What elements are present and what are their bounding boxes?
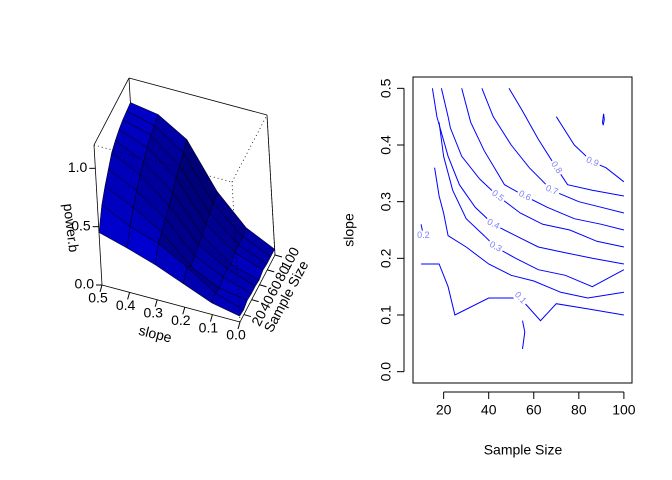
box-edge — [266, 114, 276, 256]
slope-tick-label: 0.3 — [143, 305, 163, 321]
y-tick-label: 0.4 — [378, 135, 394, 155]
contour-line — [431, 88, 624, 265]
surface-facet — [211, 292, 244, 317]
power-tick-label: 0.0 — [75, 276, 95, 292]
box-edge — [239, 254, 276, 323]
sample-size-tick — [251, 299, 259, 303]
slope-tick — [237, 321, 241, 330]
y-axis-title: slope — [341, 213, 357, 247]
box-edge — [128, 77, 268, 116]
slope-tick — [209, 314, 213, 322]
x-axis-title: Sample Size — [484, 442, 563, 458]
x-tick-label: 80 — [571, 402, 587, 418]
plot-box — [412, 76, 633, 384]
y-tick-label: 0.0 — [378, 362, 394, 382]
x-tick-label: 60 — [526, 402, 542, 418]
contour-label-gap — [511, 288, 530, 308]
y-tick-label: 0.2 — [378, 248, 394, 268]
contour-label-gap — [547, 158, 565, 178]
sample-size-tick — [259, 284, 267, 288]
contour-label-gap — [488, 187, 508, 205]
y-tick-label: 0.1 — [378, 305, 394, 325]
x-tick-label: 100 — [612, 402, 636, 418]
box-edge — [93, 77, 130, 146]
slope-tick-label: 0.1 — [199, 319, 219, 335]
sample-size-tick-label: 40 — [256, 292, 278, 313]
slope-tick — [154, 299, 158, 307]
sample-size-tick — [274, 254, 283, 258]
contour-label-gap — [483, 216, 503, 233]
contour-label: 0.2 — [417, 230, 430, 240]
box-edge — [101, 284, 241, 323]
contour-label-gap — [515, 187, 535, 205]
sample-size-tick-label: 20 — [248, 307, 270, 328]
contour-label-gap — [415, 230, 432, 241]
slope-tick-label: 0.4 — [116, 297, 136, 313]
contour-line — [438, 122, 625, 288]
sample-size-tick — [267, 269, 275, 273]
slope-tick — [127, 292, 131, 300]
box-edge — [231, 181, 241, 323]
contour-label-gap — [583, 154, 602, 170]
x-tick-label: 40 — [481, 402, 497, 418]
box-edge — [231, 114, 268, 183]
power-tick-label: 1.0 — [68, 159, 88, 175]
contour-line — [421, 263, 624, 350]
contour-line — [508, 88, 624, 197]
sample-size-tick-label: 60 — [264, 277, 286, 298]
sample-size-tick-label: 80 — [271, 262, 293, 283]
contour-label: 0.9 — [585, 154, 600, 168]
sample-size-tick — [243, 314, 252, 318]
contour-label-gap — [542, 182, 562, 199]
slope-tick — [99, 284, 103, 293]
contour-line — [461, 88, 625, 231]
contour-line — [481, 88, 625, 214]
y-tick-label: 0.3 — [378, 192, 394, 212]
slope-tick-label: 0.0 — [226, 327, 246, 343]
y-tick-label: 0.5 — [378, 78, 394, 98]
slope-tick-label: 0.2 — [171, 312, 191, 328]
slope-tick-label: 0.5 — [88, 290, 108, 306]
power-axis-title: power.b — [60, 203, 82, 254]
power-tick-label: 0.5 — [71, 217, 91, 233]
contour-label: 0.7 — [544, 183, 559, 197]
contour-label-gap — [486, 238, 505, 256]
slope-axis-title: slope — [137, 322, 174, 346]
contour-line — [555, 113, 625, 183]
x-tick-label: 20 — [436, 402, 452, 418]
slope-tick — [182, 307, 186, 315]
